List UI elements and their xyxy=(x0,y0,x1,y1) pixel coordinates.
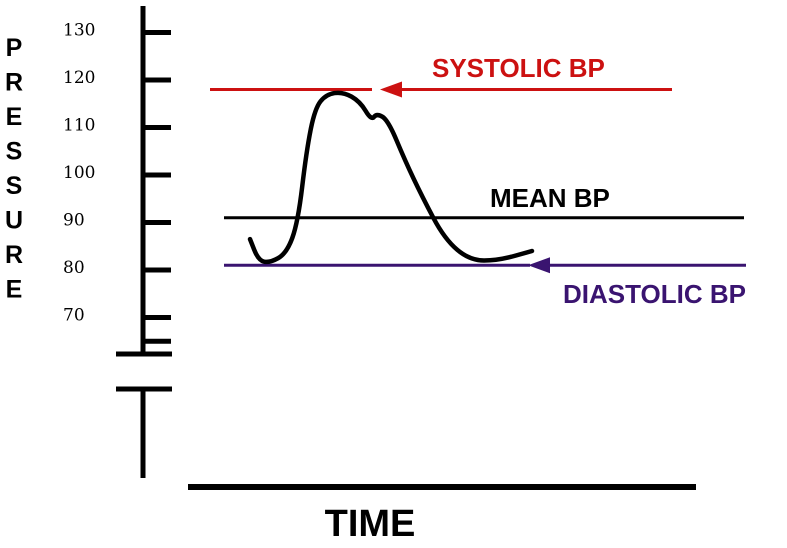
y-axis-label-letter: R xyxy=(5,69,23,97)
y-tick-label: 120 xyxy=(63,68,95,88)
y-axis-label-letter: R xyxy=(5,241,23,269)
y-tick-label: 90 xyxy=(63,211,85,231)
y-axis-label-letter: S xyxy=(6,172,23,200)
x-axis-label: TIME xyxy=(325,503,416,545)
reference-lines: SYSTOLIC BP MEAN BP DIASTOLIC BP xyxy=(210,53,746,309)
y-axis-ticks: 130 120 110 100 90 80 70 xyxy=(63,21,171,344)
reference-arrow-head xyxy=(380,81,402,98)
y-tick-label: 70 xyxy=(63,306,85,326)
y-axis-label-letter: U xyxy=(5,207,23,235)
y-tick-label: 80 xyxy=(63,258,85,278)
y-tick-label: 130 xyxy=(63,21,95,41)
reference-arrow-head xyxy=(528,257,550,274)
y-axis-label-letter: S xyxy=(6,138,23,166)
y-axis-label-letter: E xyxy=(6,103,23,131)
pressure-waveform xyxy=(247,90,535,265)
reference-line-label: DIASTOLIC BP xyxy=(563,279,746,309)
y-axis-label-letter: P xyxy=(6,34,23,62)
y-axis-label-letter: E xyxy=(6,276,23,304)
y-tick-label: 110 xyxy=(63,116,95,136)
reference-line-label: SYSTOLIC BP xyxy=(432,53,605,83)
reference-line-label: MEAN BP xyxy=(490,183,610,213)
y-tick-label: 100 xyxy=(63,163,95,183)
y-axis xyxy=(116,6,172,478)
